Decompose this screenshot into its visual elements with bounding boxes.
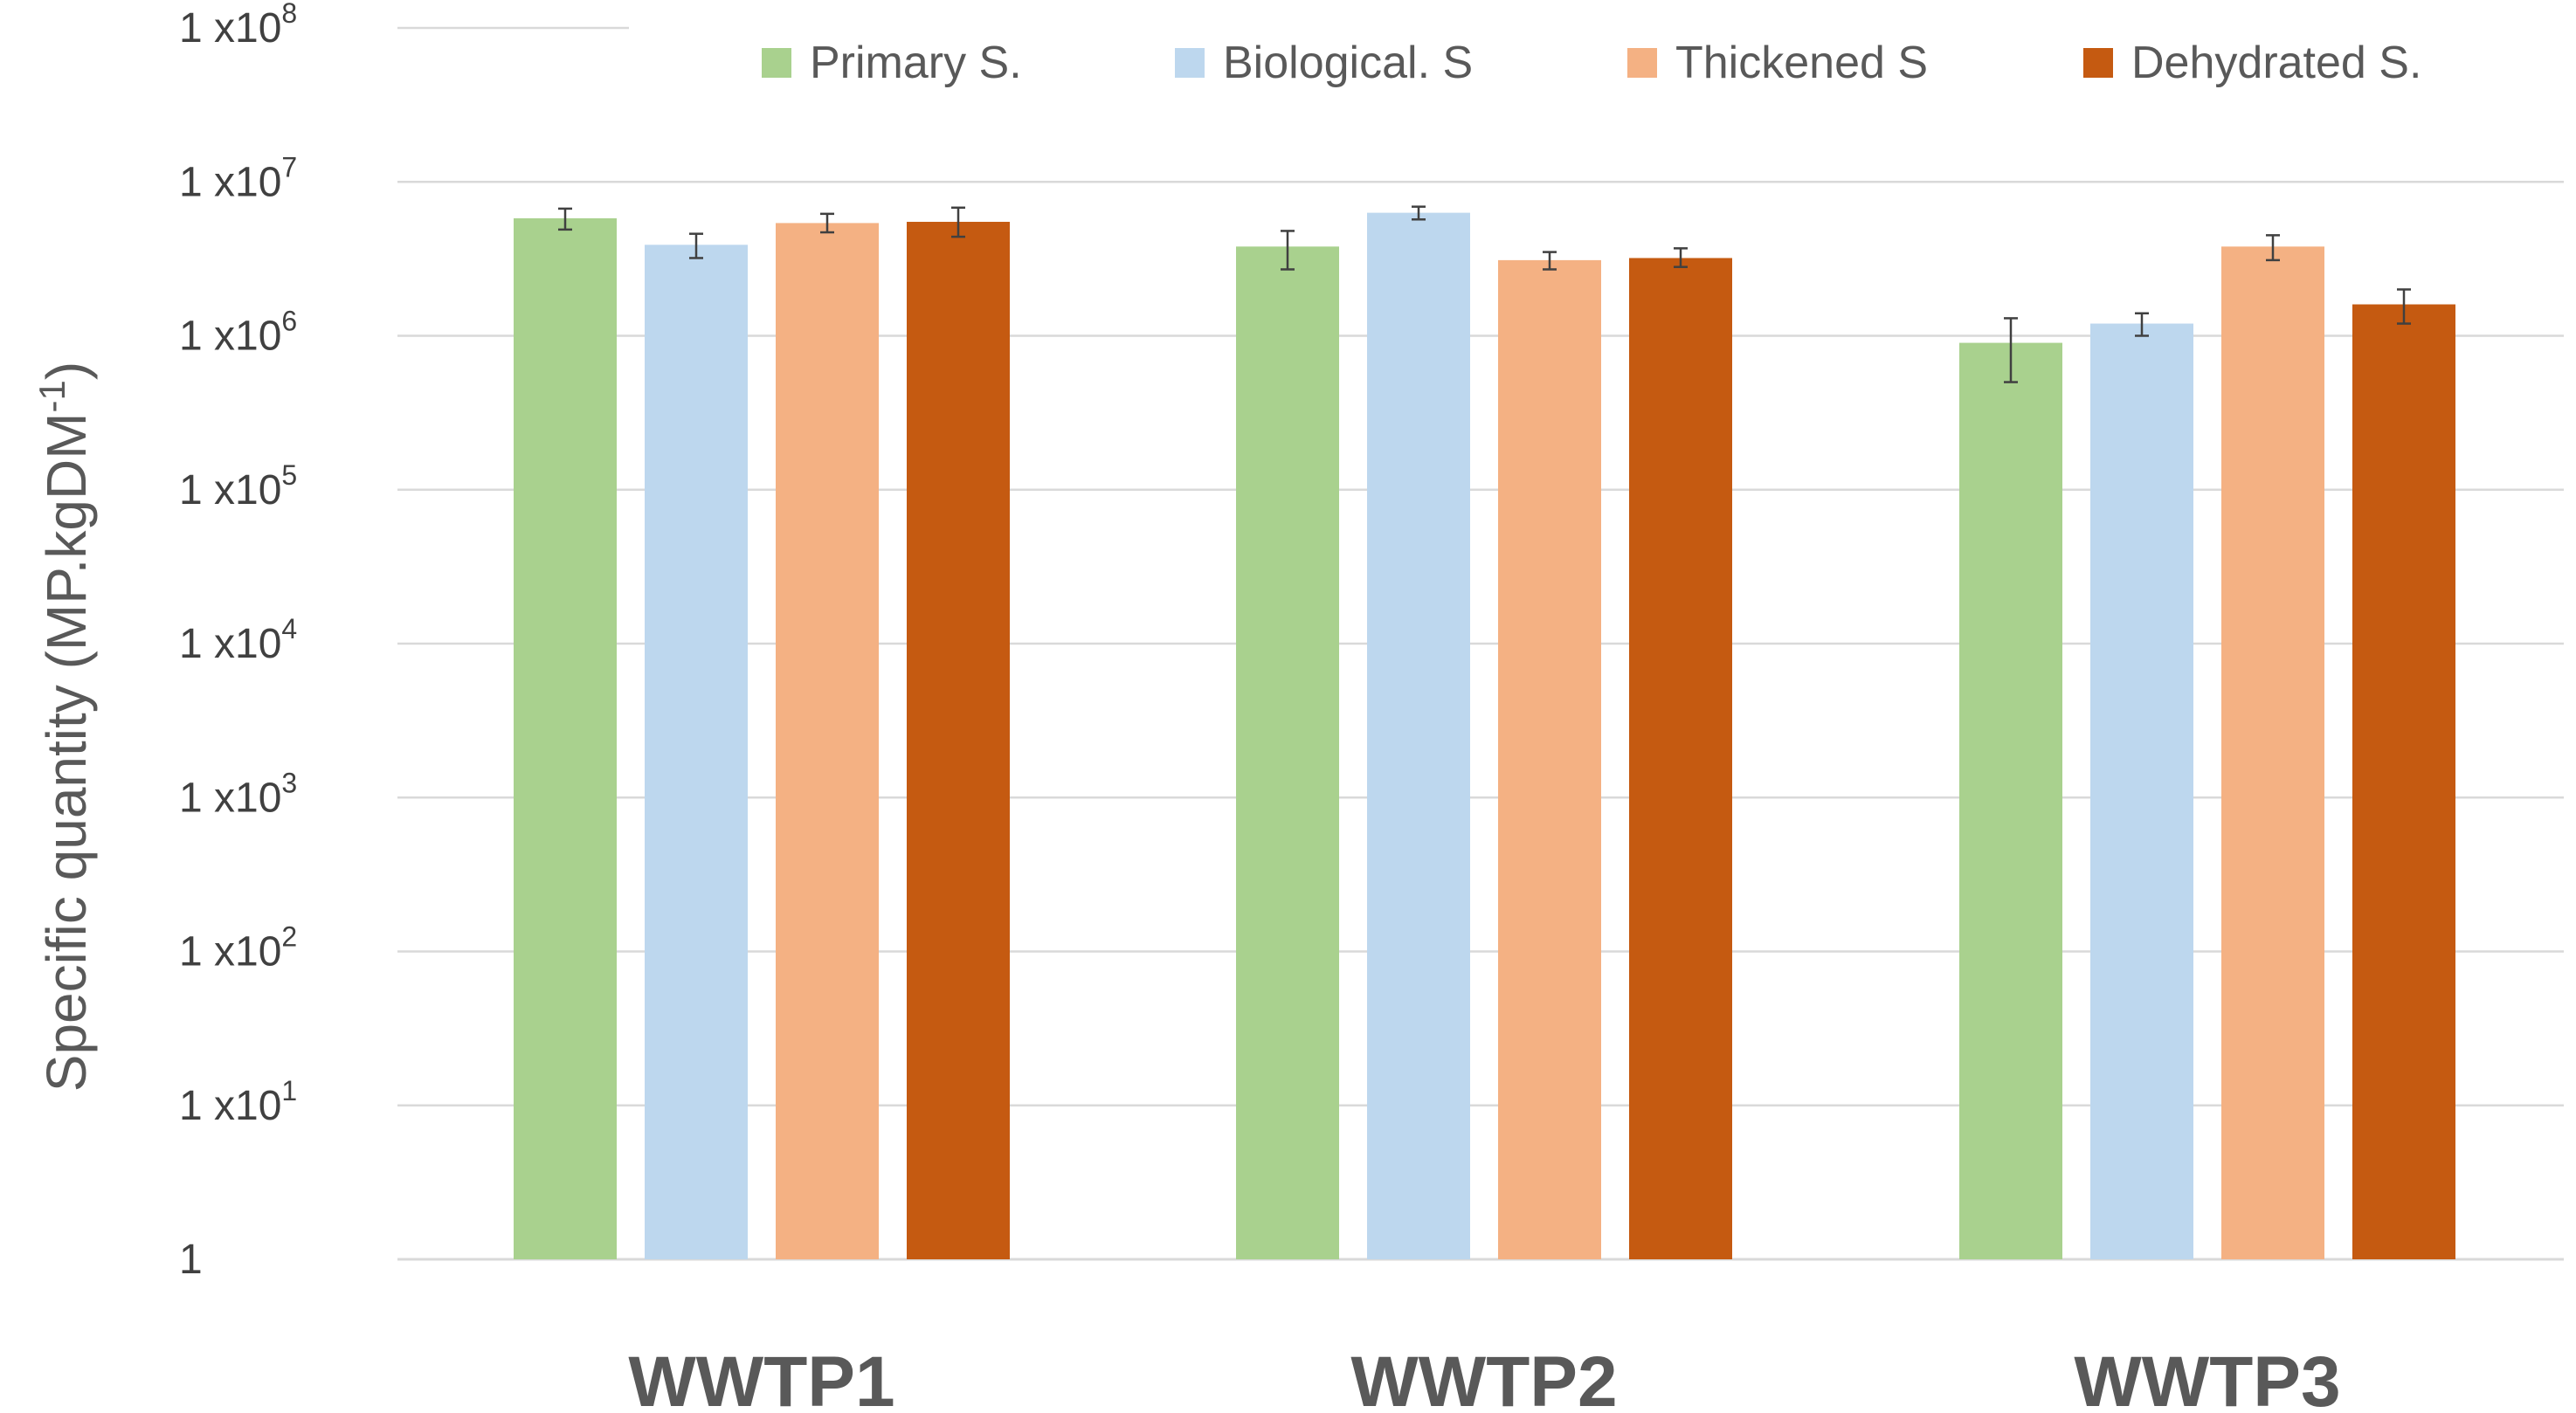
bar	[1629, 258, 1732, 1260]
category-label: WWTP3	[2074, 1342, 2340, 1413]
legend-swatch	[2083, 48, 2113, 78]
category-label: WWTP2	[1350, 1342, 1617, 1413]
y-tick-label: 1 x101	[179, 1075, 297, 1129]
y-tick-label: 1 x105	[179, 459, 297, 514]
y-tick-exponent: 3	[281, 767, 297, 798]
y-tick-base: 1	[179, 1237, 203, 1283]
y-tick-base: 1 x10	[179, 159, 281, 205]
bar	[2352, 304, 2455, 1259]
y-tick-base: 1 x10	[179, 314, 281, 360]
category-label: WWTP1	[628, 1342, 894, 1413]
y-tick-base: 1 x10	[179, 621, 281, 667]
legend-label: Dehydrated S.	[2131, 38, 2421, 88]
y-tick-label: 1 x104	[179, 613, 297, 667]
y-tick-base: 1 x10	[179, 1083, 281, 1129]
legend-swatch	[762, 48, 791, 78]
legend-label: Biological. S	[1223, 38, 1473, 88]
legend-swatch	[1627, 48, 1657, 78]
bar	[1498, 259, 1601, 1260]
y-tick-exponent: 7	[281, 151, 297, 183]
y-tick-label: 1 x108	[179, 0, 297, 52]
bar	[1959, 342, 2062, 1260]
y-tick-label: 1 x103	[179, 767, 297, 821]
bar	[514, 217, 617, 1260]
y-tick-label: 1 x107	[179, 151, 297, 205]
bar	[2221, 246, 2324, 1260]
y-tick-exponent: 8	[281, 0, 297, 29]
bar	[1367, 212, 1470, 1260]
bar	[907, 222, 1010, 1259]
y-tick-label: 1 x102	[179, 921, 297, 975]
bar	[2090, 323, 2193, 1259]
y-tick-exponent: 5	[281, 459, 297, 491]
y-axis-label-close: )	[35, 362, 98, 380]
bars	[514, 212, 2455, 1260]
gridlines	[397, 26, 2564, 1261]
bar	[1236, 246, 1339, 1260]
y-tick-base: 1 x10	[179, 467, 281, 514]
x-axis-categories: WWTP1 WWTP2 WWTP3	[628, 1342, 2340, 1413]
error-bars	[558, 205, 2411, 383]
y-axis-label: Specific quantity (MP.kgDM-1)	[31, 362, 98, 1092]
y-axis-label-main: Specific quantity (MP.kgDM	[35, 412, 98, 1092]
y-tick-label: 1	[179, 1237, 203, 1283]
bar	[776, 223, 879, 1259]
legend-label: Primary S.	[810, 38, 1022, 88]
y-tick-base: 1 x10	[179, 775, 281, 821]
y-tick-base: 1 x10	[179, 929, 281, 975]
y-tick-exponent: 1	[281, 1075, 297, 1106]
legend-label: Thickened S	[1675, 38, 1928, 88]
y-tick-base: 1 x10	[179, 5, 281, 52]
y-axis-label-superscript: -1	[31, 380, 73, 412]
y-tick-exponent: 6	[281, 306, 297, 337]
y-tick-exponent: 4	[281, 613, 297, 644]
legend-swatch	[1175, 48, 1205, 78]
legend: Primary S. Biological. S Thickened S Dehydr…	[762, 38, 2421, 88]
y-tick-exponent: 2	[281, 921, 297, 953]
bar	[645, 245, 748, 1260]
y-tick-label: 1 x106	[179, 306, 297, 360]
